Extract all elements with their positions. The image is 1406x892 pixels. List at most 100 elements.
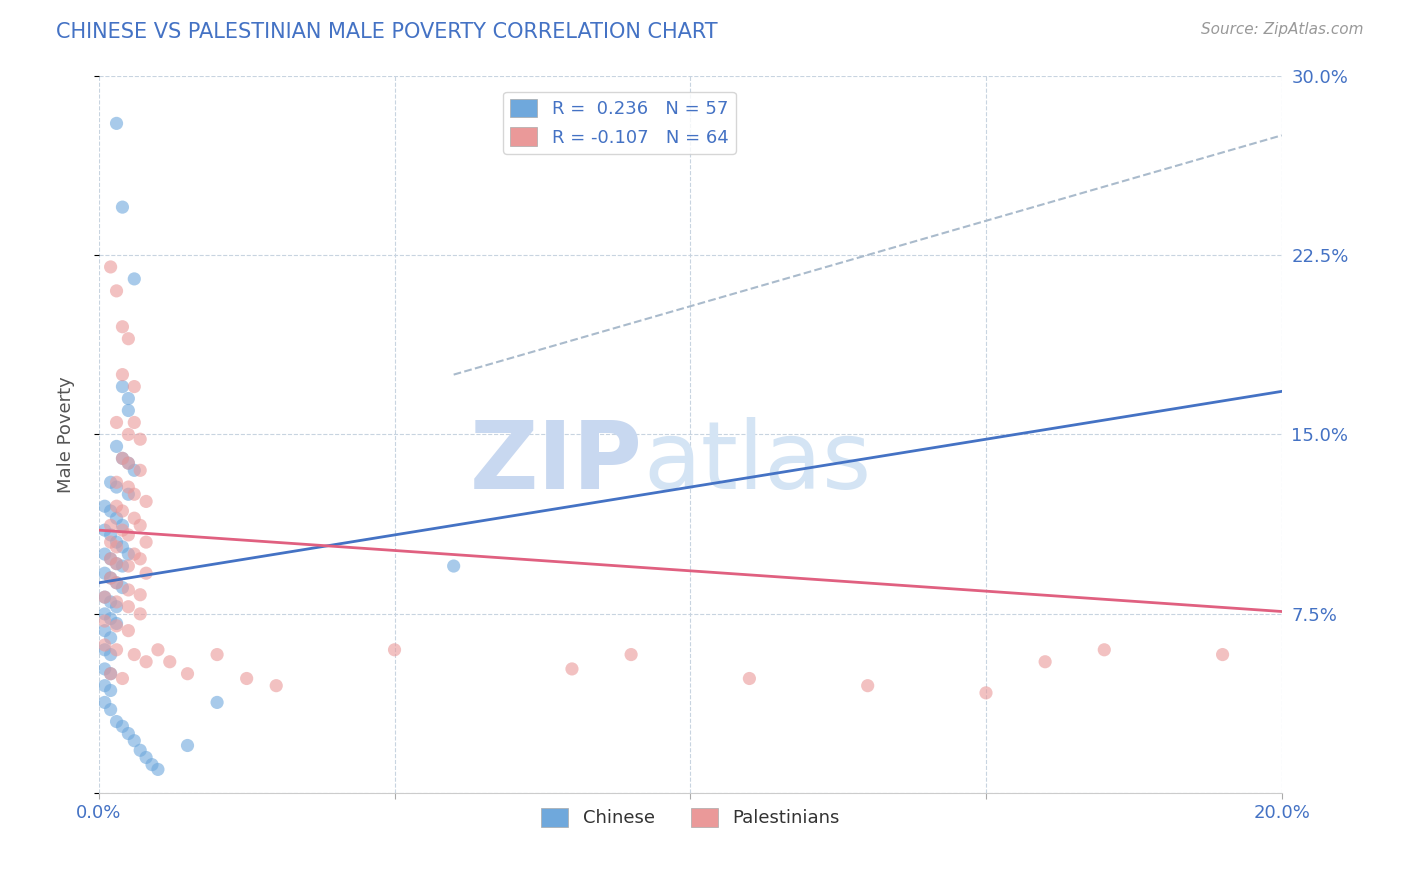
Point	[93, 590, 115, 604]
Point	[111, 368, 134, 382]
Point	[105, 480, 128, 494]
Point	[117, 487, 139, 501]
Point	[105, 500, 128, 514]
Point	[105, 557, 128, 571]
Point	[100, 475, 122, 490]
Point	[117, 547, 139, 561]
Point	[105, 116, 128, 130]
Point	[111, 523, 134, 537]
Point	[93, 642, 115, 657]
Point	[105, 575, 128, 590]
Point	[159, 655, 181, 669]
Point	[111, 379, 134, 393]
Point	[111, 719, 134, 733]
Point	[117, 480, 139, 494]
Point	[117, 726, 139, 740]
Point	[124, 272, 146, 286]
Point	[124, 416, 146, 430]
Point	[620, 648, 643, 662]
Legend: Chinese, Palestinians: Chinese, Palestinians	[534, 801, 846, 835]
Point	[135, 535, 157, 549]
Point	[117, 582, 139, 597]
Point	[146, 642, 169, 657]
Point	[100, 552, 122, 566]
Point	[105, 619, 128, 633]
Point	[93, 695, 115, 709]
Point	[856, 679, 879, 693]
Point	[105, 714, 128, 729]
Point	[105, 416, 128, 430]
Point	[135, 750, 157, 764]
Point	[93, 614, 115, 628]
Point	[129, 432, 152, 446]
Point	[124, 379, 146, 393]
Point	[105, 284, 128, 298]
Text: CHINESE VS PALESTINIAN MALE POVERTY CORRELATION CHART: CHINESE VS PALESTINIAN MALE POVERTY CORR…	[56, 22, 718, 42]
Point	[124, 463, 146, 477]
Point	[100, 518, 122, 533]
Point	[93, 624, 115, 638]
Point	[117, 332, 139, 346]
Point	[124, 511, 146, 525]
Point	[105, 595, 128, 609]
Point	[100, 666, 122, 681]
Point	[124, 547, 146, 561]
Point	[100, 535, 122, 549]
Point	[111, 200, 134, 214]
Point	[100, 666, 122, 681]
Point	[111, 451, 134, 466]
Point	[129, 552, 152, 566]
Point	[93, 662, 115, 676]
Point	[235, 672, 257, 686]
Point	[100, 648, 122, 662]
Point	[100, 571, 122, 585]
Point	[141, 757, 163, 772]
Point	[93, 547, 115, 561]
Point	[124, 733, 146, 747]
Point	[105, 575, 128, 590]
Point	[111, 559, 134, 574]
Text: Source: ZipAtlas.com: Source: ZipAtlas.com	[1201, 22, 1364, 37]
Point	[146, 763, 169, 777]
Point	[100, 552, 122, 566]
Point	[111, 451, 134, 466]
Point	[205, 695, 228, 709]
Point	[111, 504, 134, 518]
Point	[384, 642, 406, 657]
Text: atlas: atlas	[643, 417, 872, 509]
Point	[561, 662, 583, 676]
Point	[105, 616, 128, 631]
Point	[117, 528, 139, 542]
Point	[100, 528, 122, 542]
Point	[117, 559, 139, 574]
Point	[111, 518, 134, 533]
Point	[105, 439, 128, 453]
Point	[105, 642, 128, 657]
Point	[205, 648, 228, 662]
Point	[105, 475, 128, 490]
Point	[100, 571, 122, 585]
Point	[111, 581, 134, 595]
Point	[124, 648, 146, 662]
Point	[117, 427, 139, 442]
Point	[129, 463, 152, 477]
Point	[93, 679, 115, 693]
Point	[117, 456, 139, 470]
Point	[100, 612, 122, 626]
Point	[105, 511, 128, 525]
Point	[974, 686, 997, 700]
Point	[135, 655, 157, 669]
Point	[93, 500, 115, 514]
Point	[100, 504, 122, 518]
Point	[117, 624, 139, 638]
Point	[105, 599, 128, 614]
Point	[111, 319, 134, 334]
Point	[93, 590, 115, 604]
Point	[93, 566, 115, 581]
Point	[1092, 642, 1115, 657]
Point	[93, 607, 115, 621]
Point	[93, 638, 115, 652]
Point	[176, 666, 198, 681]
Point	[93, 523, 115, 537]
Point	[111, 672, 134, 686]
